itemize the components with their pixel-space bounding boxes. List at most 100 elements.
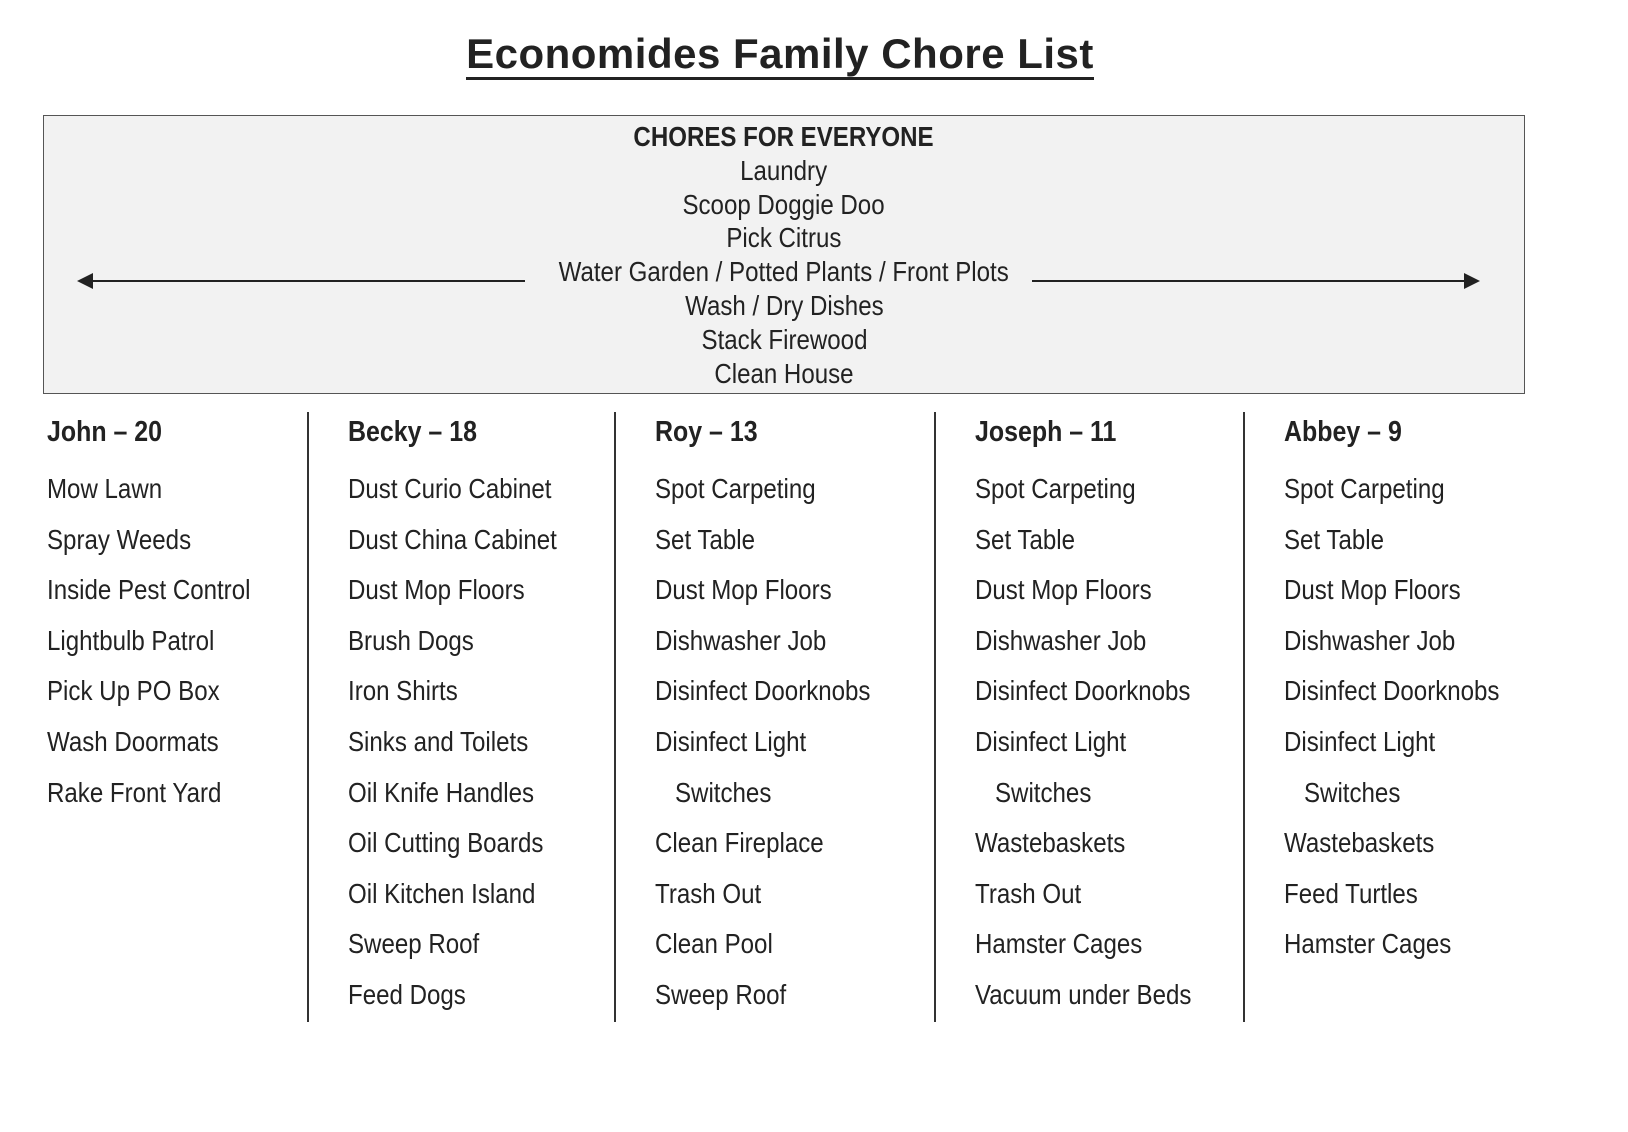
- chore-item: Disinfect Doorknobs: [975, 666, 1227, 717]
- chore-item: Pick Up PO Box: [47, 666, 284, 717]
- everyone-chore-item: Wash / Dry Dishes: [44, 289, 1524, 323]
- chore-item-text: Clean Fireplace: [655, 827, 824, 859]
- chore-item-text: Pick Up PO Box: [47, 675, 220, 707]
- chore-item: Dust Mop Floors: [655, 565, 906, 616]
- everyone-chore-item: Stack Firewood: [44, 323, 1524, 357]
- person-column: John – 20 Mow Lawn Spray Weeds Inside Pest …: [47, 412, 284, 818]
- chore-item: Brush Dogs: [348, 616, 591, 667]
- everyone-chore-item-text: Clean House: [714, 357, 854, 389]
- chore-item: Oil Kitchen Island: [348, 869, 591, 920]
- chore-item: Wastebaskets: [975, 818, 1227, 869]
- everyone-chore-item: Water Garden / Potted Plants / Front Plo…: [44, 255, 1524, 289]
- person-name-text: Abbey – 9: [1284, 416, 1402, 448]
- chore-item-text: Dishwasher Job: [975, 624, 1147, 656]
- chore-item-text: Trash Out: [975, 877, 1082, 909]
- column-divider: [614, 412, 616, 1022]
- page-title: Economides Family Chore List: [0, 30, 1560, 80]
- person-column: Roy – 13 Spot Carpeting Set Table Dust Mop …: [655, 412, 906, 1021]
- chore-item: Vacuum under Beds: [975, 970, 1227, 1021]
- column-divider: [934, 412, 936, 1022]
- chore-item: Set Table: [1284, 515, 1535, 566]
- chore-item-text: Switches: [995, 776, 1092, 808]
- chore-item-text: Disinfect Doorknobs: [975, 675, 1191, 707]
- chore-item-text: Sinks and Toilets: [348, 725, 529, 757]
- chore-item: Sweep Roof: [348, 919, 591, 970]
- chore-item: Spot Carpeting: [1284, 464, 1535, 515]
- chore-item-text: Dust Mop Floors: [348, 574, 525, 606]
- right-arrow-line: [1032, 280, 1467, 282]
- chore-item-text: Feed Turtles: [1284, 877, 1418, 909]
- everyone-chore-item-text: Scoop Doggie Doo: [682, 188, 886, 220]
- chore-item-text: Wastebaskets: [1284, 827, 1435, 859]
- chore-item: Wastebaskets: [1284, 818, 1535, 869]
- everyone-chore-item: Scoop Doggie Doo: [44, 188, 1524, 222]
- chore-item: Dust Mop Floors: [1284, 565, 1535, 616]
- chore-item-text: Dishwasher Job: [1284, 624, 1456, 656]
- person-name-heading: John – 20: [47, 412, 284, 452]
- everyone-chore-item-text: Wash / Dry Dishes: [684, 289, 884, 321]
- title-text: Economides Family Chore List: [466, 31, 1094, 80]
- everyone-chore-item-text: Pick Citrus: [726, 222, 842, 254]
- chore-item-text: Spot Carpeting: [655, 473, 816, 504]
- chore-item: Trash Out: [975, 869, 1227, 920]
- chore-item-text: Iron Shirts: [348, 675, 458, 707]
- chore-item: Disinfect Light: [1284, 717, 1535, 768]
- chore-item: Disinfect Doorknobs: [655, 666, 906, 717]
- chore-item: Dust Mop Floors: [975, 565, 1227, 616]
- chore-item-text: Set Table: [1284, 523, 1384, 555]
- chore-item: Spot Carpeting: [655, 464, 906, 515]
- everyone-chore-item: Pick Citrus: [44, 221, 1524, 255]
- person-name-text: Becky – 18: [348, 416, 477, 448]
- chore-item: Trash Out: [655, 869, 906, 920]
- chore-item-text: Disinfect Doorknobs: [1284, 675, 1500, 707]
- chore-item-text: Wastebaskets: [975, 827, 1126, 859]
- chore-item: Hamster Cages: [1284, 919, 1535, 970]
- chore-item-text: Disinfect Light: [975, 725, 1127, 757]
- chore-item: Switches: [975, 768, 1227, 819]
- chore-item: Feed Dogs: [348, 970, 591, 1021]
- chore-item-text: Disinfect Light: [655, 725, 807, 757]
- chore-item-text: Spot Carpeting: [975, 473, 1136, 504]
- person-name-text: Joseph – 11: [975, 416, 1117, 448]
- person-column: Joseph – 11 Spot Carpeting Set Table Dust M…: [975, 412, 1227, 1021]
- chore-item-text: Switches: [1304, 776, 1401, 808]
- chore-item: Switches: [655, 768, 906, 819]
- column-divider: [307, 412, 309, 1022]
- chore-item-text: Lightbulb Patrol: [47, 624, 215, 656]
- chore-item: Disinfect Light: [655, 717, 906, 768]
- chore-item: Clean Fireplace: [655, 818, 906, 869]
- chore-item-text: Disinfect Light: [1284, 725, 1436, 757]
- chore-item-text: Dust Mop Floors: [655, 574, 832, 606]
- chore-item: Disinfect Light: [975, 717, 1227, 768]
- chore-item: Hamster Cages: [975, 919, 1227, 970]
- chore-item-text: Dust Mop Floors: [975, 574, 1152, 606]
- chore-item: Dust Mop Floors: [348, 565, 591, 616]
- chore-item: Dishwasher Job: [975, 616, 1227, 667]
- everyone-heading-text: CHORES FOR EVERYONE: [633, 121, 935, 152]
- person-column: Abbey – 9 Spot Carpeting Set Table Dust Mop…: [1284, 412, 1535, 970]
- chore-item: Set Table: [655, 515, 906, 566]
- chore-item-text: Dust Mop Floors: [1284, 574, 1461, 606]
- chore-item-text: Dishwasher Job: [655, 624, 827, 656]
- person-name-heading: Roy – 13: [655, 412, 906, 452]
- chore-item-text: Wash Doormats: [47, 725, 219, 757]
- chore-item-text: Hamster Cages: [975, 928, 1143, 960]
- chore-item-text: Oil Cutting Boards: [348, 827, 544, 859]
- chore-item-text: Spray Weeds: [47, 523, 192, 555]
- person-name-heading: Becky – 18: [348, 412, 591, 452]
- chore-item: Rake Front Yard: [47, 768, 284, 819]
- chore-item-text: Set Table: [655, 523, 755, 555]
- chores-for-everyone-box: CHORES FOR EVERYONE Laundry Scoop Doggie D…: [43, 115, 1525, 394]
- chore-item-text: Disinfect Doorknobs: [655, 675, 871, 707]
- chore-item: Spray Weeds: [47, 515, 284, 566]
- left-arrow-line: [88, 280, 525, 282]
- chore-item-text: Rake Front Yard: [47, 776, 222, 808]
- chore-item-text: Dust Curio Cabinet: [348, 473, 552, 504]
- chore-item: Switches: [1284, 768, 1535, 819]
- chore-item-text: Oil Knife Handles: [348, 776, 535, 808]
- person-name-text: Roy – 13: [655, 416, 758, 448]
- left-arrowhead-icon: [77, 273, 93, 289]
- everyone-chore-item-text: Water Garden / Potted Plants / Front Plo…: [558, 256, 1010, 288]
- chore-item: Oil Cutting Boards: [348, 818, 591, 869]
- chore-item: Sweep Roof: [655, 970, 906, 1021]
